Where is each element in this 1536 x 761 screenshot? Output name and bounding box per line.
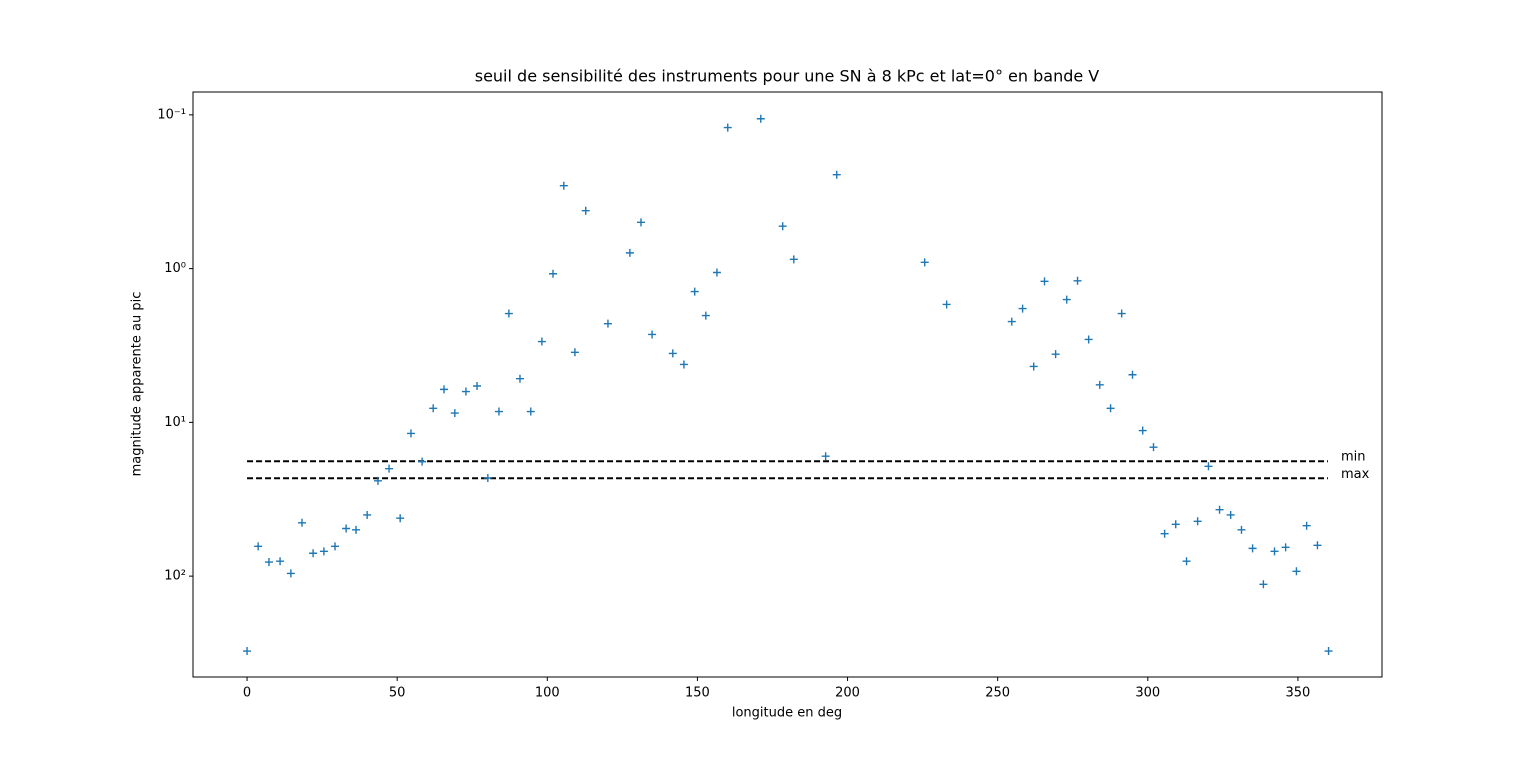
x-tick-label: 350 [1286, 686, 1311, 701]
data-point [1204, 462, 1213, 471]
data-point [1182, 557, 1191, 566]
data-point [832, 170, 841, 179]
data-point [559, 181, 568, 190]
x-tick-label: 300 [1135, 686, 1160, 701]
threshold-label: max [1341, 467, 1370, 482]
data-point [494, 407, 503, 416]
y-tick-label: 10² [164, 569, 186, 584]
data-point [1215, 505, 1224, 514]
data-point [429, 404, 438, 413]
data-point [515, 374, 524, 383]
data-point [920, 258, 929, 267]
data-point [1226, 510, 1235, 519]
y-tick-label: 10⁻¹ [157, 107, 186, 122]
data-point [723, 123, 732, 132]
data-point [701, 311, 710, 320]
data-point [1193, 517, 1202, 526]
data-point [243, 647, 252, 656]
data-point [1292, 567, 1301, 576]
data-point [483, 473, 492, 482]
data-point [473, 381, 482, 390]
threshold-label: min [1341, 450, 1366, 465]
data-point [342, 524, 351, 533]
data-point [756, 114, 765, 123]
data-point [1149, 443, 1158, 452]
data-point [504, 309, 513, 318]
data-point [309, 549, 318, 558]
data-point [352, 525, 361, 534]
data-point [549, 269, 558, 278]
data-point [648, 330, 657, 339]
data-point [1062, 295, 1071, 304]
data-point [625, 248, 634, 257]
data-point [1324, 647, 1333, 656]
data-point [636, 218, 645, 227]
data-point [286, 569, 295, 578]
data-point [537, 337, 546, 346]
data-point [319, 547, 328, 556]
y-tick-label: 10⁰ [164, 261, 186, 276]
data-point [1302, 521, 1311, 530]
data-point [461, 387, 470, 396]
data-point [331, 542, 340, 551]
data-point [1018, 304, 1027, 313]
data-point [1270, 547, 1279, 556]
data-point [1281, 543, 1290, 552]
data-point [1138, 426, 1147, 435]
x-tick-label: 250 [985, 686, 1010, 701]
data-point [1084, 335, 1093, 344]
data-point [1248, 544, 1257, 553]
x-axis-label: longitude en deg [732, 706, 842, 721]
data-point [570, 348, 579, 357]
data-point [1051, 350, 1060, 359]
data-point [1073, 276, 1082, 285]
data-point [440, 385, 449, 394]
x-tick-label: 0 [243, 686, 251, 701]
data-point [1128, 370, 1137, 379]
data-point [1040, 277, 1049, 286]
chart-title: seuil de sensibilité des instruments pou… [475, 67, 1100, 86]
x-tick-label: 200 [835, 686, 860, 701]
data-point [778, 222, 787, 231]
data-point [1160, 529, 1169, 538]
data-point [363, 510, 372, 519]
data-point [1007, 317, 1016, 326]
data-point [1259, 580, 1268, 589]
data-point [385, 464, 394, 473]
data-point [1237, 525, 1246, 534]
x-tick-label: 100 [535, 686, 560, 701]
data-point [690, 287, 699, 296]
x-tick-label: 50 [389, 686, 406, 701]
data-point [789, 255, 798, 264]
data-point [942, 300, 951, 309]
data-point [712, 268, 721, 277]
data-point [396, 514, 405, 523]
data-point [1029, 362, 1038, 371]
data-point [581, 206, 590, 215]
data-point [668, 349, 677, 358]
data-point [406, 429, 415, 438]
x-tick-label: 150 [685, 686, 710, 701]
data-point [603, 319, 612, 328]
y-tick-label: 10¹ [164, 415, 186, 430]
data-point [821, 452, 830, 461]
data-point [1106, 404, 1115, 413]
data-point [418, 457, 427, 466]
data-point [373, 476, 382, 485]
data-point [264, 558, 273, 567]
data-point [526, 407, 535, 416]
plot-frame [192, 91, 1383, 678]
data-point [1313, 541, 1322, 550]
data-point [450, 409, 459, 418]
data-point [297, 518, 306, 527]
data-point [1117, 309, 1126, 318]
data-point [679, 360, 688, 369]
data-point [276, 557, 285, 566]
data-point [254, 542, 263, 551]
y-axis-label: magnitude apparente au pic [130, 292, 145, 477]
data-point [1095, 380, 1104, 389]
data-point [1171, 520, 1180, 529]
